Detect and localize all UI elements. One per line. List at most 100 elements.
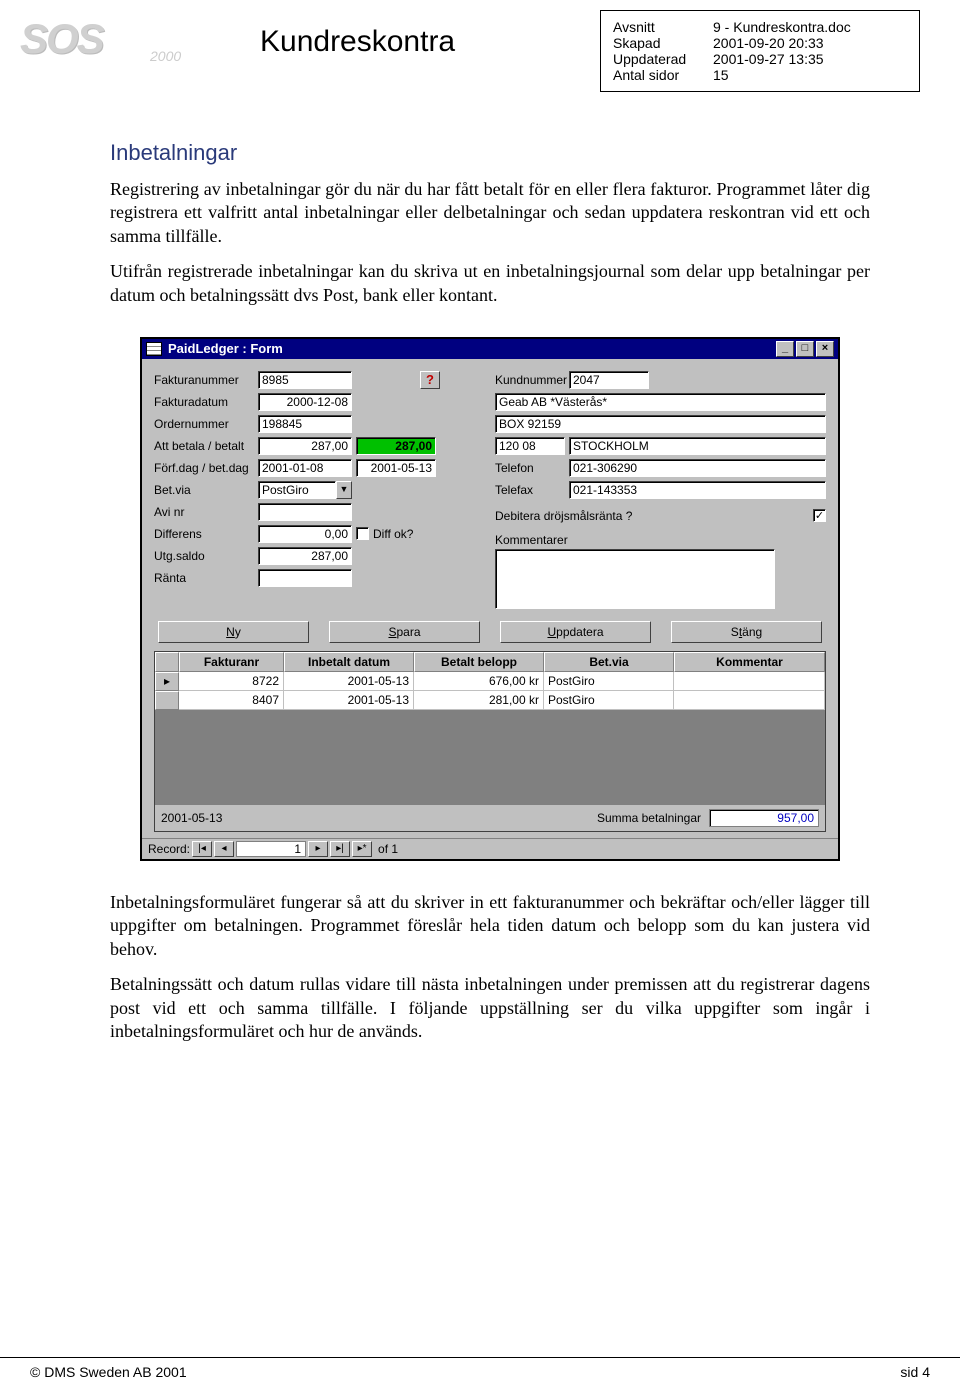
- meta-box: Avsnitt 9 - Kundreskontra.doc Skapad 200…: [600, 10, 920, 92]
- nav-of-label: of 1: [378, 842, 398, 856]
- paragraph-3: Inbetalningsformuläret fungerar så att d…: [110, 891, 870, 961]
- meta-avsnitt-label: Avsnitt: [613, 19, 713, 35]
- paidledger-window: PaidLedger : Form _ □ × Fakturanummer 89…: [140, 337, 840, 861]
- grid-header-fakturanr[interactable]: Fakturanr: [179, 652, 284, 672]
- cell-fakturanr[interactable]: 8722: [179, 672, 284, 691]
- chevron-down-icon[interactable]: ▼: [336, 481, 352, 499]
- input-utg-saldo[interactable]: 287,00: [258, 547, 352, 565]
- grid-footer-date: 2001-05-13: [161, 811, 222, 825]
- checkbox-debitera[interactable]: ✓: [813, 509, 826, 522]
- label-telefon: Telefon: [495, 461, 565, 475]
- help-button[interactable]: ?: [420, 371, 440, 389]
- cell-via[interactable]: PostGiro: [544, 672, 674, 691]
- nav-next-button[interactable]: ▸: [308, 841, 328, 857]
- input-fakturadatum[interactable]: 2000-12-08: [258, 393, 352, 411]
- label-fakturanummer: Fakturanummer: [154, 373, 254, 387]
- paragraph-2: Utifrån registrerade inbetalningar kan d…: [110, 260, 870, 307]
- input-betalt[interactable]: 287,00: [356, 437, 436, 455]
- cell-fakturanr[interactable]: 8407: [179, 691, 284, 710]
- close-button[interactable]: ×: [816, 341, 834, 357]
- dropdown-bet-via[interactable]: PostGiro ▼: [258, 481, 352, 499]
- stang-button[interactable]: Stäng: [671, 621, 822, 643]
- logo-year: 2000: [150, 48, 181, 64]
- nav-first-button[interactable]: |◂: [192, 841, 212, 857]
- label-debitera: Debitera dröjsmålsränta ?: [495, 509, 809, 523]
- summa-label: Summa betalningar: [597, 811, 701, 825]
- input-ordernummer[interactable]: 198845: [258, 415, 352, 433]
- cell-datum[interactable]: 2001-05-13: [284, 672, 414, 691]
- table-row[interactable]: ▸ 8722 2001-05-13 676,00 kr PostGiro: [155, 672, 825, 691]
- meta-avsnitt-value: 9 - Kundreskontra.doc: [713, 19, 851, 35]
- cell-datum[interactable]: 2001-05-13: [284, 691, 414, 710]
- nav-last-button[interactable]: ▸|: [330, 841, 350, 857]
- grid-header-kommentar[interactable]: Kommentar: [674, 652, 825, 672]
- record-navigator: Record: |◂ ◂ 1 ▸ ▸| ▸* of 1: [142, 838, 838, 859]
- input-kund-name[interactable]: Geab AB *Västerås*: [495, 393, 826, 411]
- input-kund-box[interactable]: BOX 92159: [495, 415, 826, 433]
- label-att-betala: Att betala / betalt: [154, 439, 254, 453]
- ny-button[interactable]: Ny: [158, 621, 309, 643]
- input-ort[interactable]: STOCKHOLM: [569, 437, 826, 455]
- label-bet-via: Bet.via: [154, 483, 254, 497]
- record-label: Record:: [148, 842, 190, 856]
- logo-text: SOS: [20, 15, 103, 63]
- input-forf-dag[interactable]: 2001-01-08: [258, 459, 352, 477]
- input-fakturanummer[interactable]: 8985: [258, 371, 352, 389]
- input-telefax[interactable]: 021-143353: [569, 481, 826, 499]
- meta-uppdaterad-label: Uppdaterad: [613, 51, 713, 67]
- input-telefon[interactable]: 021-306290: [569, 459, 826, 477]
- input-kundnummer[interactable]: 2047: [569, 371, 649, 389]
- meta-sidor-value: 15: [713, 67, 729, 83]
- input-att-betala[interactable]: 287,00: [258, 437, 352, 455]
- cell-kommentar[interactable]: [674, 691, 825, 710]
- paragraph-4: Betalningssätt och datum rullas vidare t…: [110, 973, 870, 1043]
- nav-prev-button[interactable]: ◂: [214, 841, 234, 857]
- page-header: SOS 2000 Kundreskontra Avsnitt 9 - Kundr…: [0, 0, 960, 100]
- cell-kommentar[interactable]: [674, 672, 825, 691]
- checkbox-diff-ok[interactable]: [356, 527, 369, 540]
- label-ranta: Ränta: [154, 571, 254, 585]
- minimize-button[interactable]: _: [776, 341, 794, 357]
- grid-header-datum[interactable]: Inbetalt datum: [284, 652, 414, 672]
- nav-current-input[interactable]: 1: [236, 841, 306, 857]
- label-differens: Differens: [154, 527, 254, 541]
- input-ranta[interactable]: [258, 569, 352, 587]
- row-selector-icon[interactable]: ▸: [155, 672, 179, 691]
- grid-header-betvia[interactable]: Bet.via: [544, 652, 674, 672]
- spara-button[interactable]: Spara: [329, 621, 480, 643]
- maximize-button[interactable]: □: [796, 341, 814, 357]
- paragraph-1: Registrering av inbetalningar gör du när…: [110, 178, 870, 248]
- cell-belopp[interactable]: 281,00 kr: [414, 691, 544, 710]
- section-title: Inbetalningar: [110, 140, 870, 166]
- label-fakturadatum: Fakturadatum: [154, 395, 254, 409]
- row-selector-icon[interactable]: [155, 691, 179, 710]
- footer-page: sid 4: [900, 1364, 930, 1380]
- cell-belopp[interactable]: 676,00 kr: [414, 672, 544, 691]
- grid-header-belopp[interactable]: Betalt belopp: [414, 652, 544, 672]
- meta-skapad-value: 2001-09-20 20:33: [713, 35, 824, 51]
- page-footer: © DMS Sweden AB 2001 sid 4: [0, 1357, 960, 1380]
- label-forf-dag: Förf.dag / bet.dag: [154, 461, 254, 475]
- label-kundnummer: Kundnummer: [495, 373, 565, 387]
- input-bet-dag[interactable]: 2001-05-13: [356, 459, 436, 477]
- input-avi-nr[interactable]: [258, 503, 352, 521]
- window-titlebar[interactable]: PaidLedger : Form _ □ ×: [142, 339, 838, 359]
- summa-value: 957,00: [709, 809, 819, 827]
- footer-copyright: © DMS Sweden AB 2001: [30, 1364, 187, 1380]
- meta-uppdaterad-value: 2001-09-27 13:35: [713, 51, 824, 67]
- dropdown-bet-via-value: PostGiro: [258, 481, 336, 499]
- label-diff-ok: Diff ok?: [373, 527, 413, 541]
- meta-skapad-label: Skapad: [613, 35, 713, 51]
- meta-sidor-label: Antal sidor: [613, 67, 713, 83]
- input-differens[interactable]: 0,00: [258, 525, 352, 543]
- uppdatera-button[interactable]: Uppdatera: [500, 621, 651, 643]
- table-row[interactable]: 8407 2001-05-13 281,00 kr PostGiro: [155, 691, 825, 710]
- window-title: PaidLedger : Form: [168, 341, 283, 356]
- cell-via[interactable]: PostGiro: [544, 691, 674, 710]
- textarea-kommentarer[interactable]: [495, 549, 775, 609]
- grid-empty-area: [155, 710, 825, 805]
- document-title: Kundreskontra: [260, 25, 455, 59]
- nav-new-button[interactable]: ▸*: [352, 841, 372, 857]
- window-icon: [146, 342, 162, 356]
- input-postnr[interactable]: 120 08: [495, 437, 565, 455]
